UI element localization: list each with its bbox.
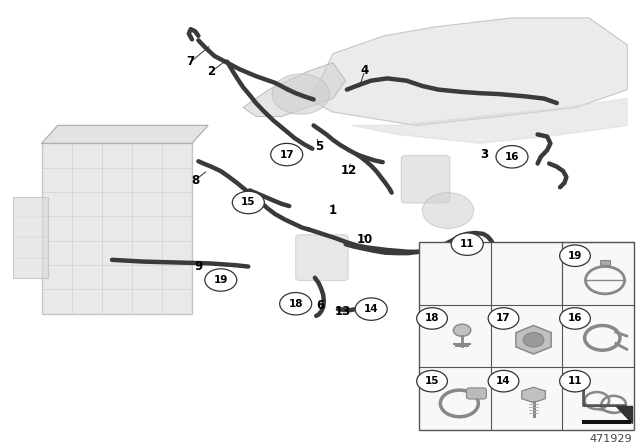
Circle shape: [355, 298, 387, 320]
Text: 4: 4: [361, 64, 369, 78]
Circle shape: [280, 293, 312, 315]
Polygon shape: [352, 99, 627, 143]
Text: 17: 17: [280, 150, 294, 159]
Text: 9: 9: [195, 260, 202, 273]
Polygon shape: [516, 326, 551, 354]
Bar: [419, 242, 634, 430]
Text: 15: 15: [241, 198, 255, 207]
Circle shape: [559, 370, 590, 392]
Circle shape: [205, 269, 237, 291]
Bar: [582, 420, 631, 424]
Circle shape: [488, 308, 519, 329]
Text: 12: 12: [340, 164, 357, 177]
Text: 18: 18: [425, 314, 439, 323]
Circle shape: [559, 245, 590, 267]
FancyBboxPatch shape: [296, 235, 348, 280]
Polygon shape: [307, 18, 627, 125]
FancyBboxPatch shape: [467, 388, 486, 399]
Circle shape: [422, 193, 474, 228]
Circle shape: [453, 324, 471, 336]
Text: 19: 19: [214, 275, 228, 285]
Text: 11: 11: [460, 239, 474, 249]
Text: 2: 2: [207, 65, 215, 78]
Circle shape: [271, 143, 303, 166]
Text: 1: 1: [329, 204, 337, 217]
Text: 3: 3: [480, 148, 488, 161]
Polygon shape: [42, 125, 208, 143]
Text: 14: 14: [364, 304, 378, 314]
Text: 14: 14: [496, 376, 511, 386]
Circle shape: [232, 191, 264, 214]
Polygon shape: [243, 63, 346, 116]
FancyBboxPatch shape: [401, 155, 450, 203]
Circle shape: [417, 308, 447, 329]
Text: 18: 18: [289, 299, 303, 309]
Bar: [13, 197, 48, 278]
Circle shape: [417, 370, 447, 392]
Bar: [600, 260, 610, 265]
Circle shape: [559, 308, 590, 329]
Text: 10: 10: [356, 233, 373, 246]
Text: 13: 13: [334, 305, 351, 318]
Text: 17: 17: [496, 314, 511, 323]
Polygon shape: [522, 387, 545, 402]
Text: 5: 5: [315, 140, 323, 154]
Text: 8: 8: [191, 173, 199, 187]
Circle shape: [524, 332, 544, 347]
Text: 7: 7: [187, 55, 195, 69]
Circle shape: [272, 74, 330, 114]
Text: 16: 16: [568, 314, 582, 323]
Text: 15: 15: [425, 376, 439, 386]
Text: 11: 11: [568, 376, 582, 386]
Circle shape: [488, 370, 519, 392]
Text: 471929: 471929: [589, 434, 632, 444]
Text: 19: 19: [568, 251, 582, 261]
Bar: [42, 143, 192, 314]
Circle shape: [496, 146, 528, 168]
Polygon shape: [616, 405, 632, 422]
Text: 6: 6: [316, 299, 324, 312]
Circle shape: [451, 233, 483, 255]
Text: 16: 16: [505, 152, 519, 162]
